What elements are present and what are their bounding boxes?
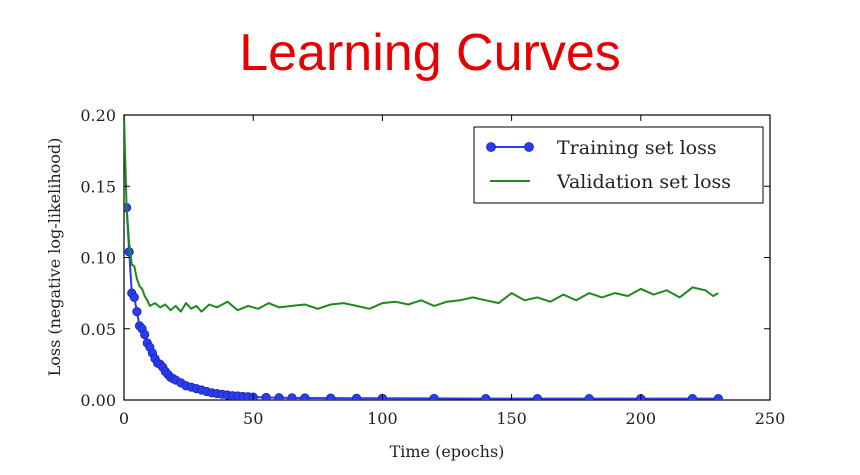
y-tick-label: 0.05: [80, 320, 116, 339]
x-tick-label: 200: [626, 409, 657, 428]
y-tick-label: 0.15: [80, 177, 116, 196]
data-point-training: [429, 393, 439, 400]
x-tick-label: 100: [367, 409, 398, 428]
legend-label-validation: Validation set loss: [556, 171, 731, 193]
data-point-training: [687, 393, 698, 400]
data-point-training: [351, 393, 362, 400]
legend: Training set loss Validation set loss: [473, 126, 764, 204]
series-line-validation: [124, 115, 719, 313]
x-tick-label: 150: [496, 409, 527, 428]
data-point-training: [713, 393, 723, 400]
legend-box: [473, 126, 764, 204]
legend-label-training: Training set loss: [557, 137, 717, 159]
y-tick-label: 0.00: [80, 391, 116, 410]
data-point-training: [300, 393, 310, 400]
series-layer: [124, 115, 723, 400]
data-point-training: [140, 329, 150, 340]
data-point-training: [287, 393, 297, 400]
data-point-training: [584, 393, 594, 400]
data-point-training: [132, 307, 142, 317]
ticks-layer: 0 50 100 150 200 250 0.00 0.05 0.10 0.15 0.20: [80, 106, 785, 428]
data-point-training: [481, 393, 491, 400]
x-axis-label: Time (epochs): [390, 442, 505, 461]
legend-marker-training-end: [524, 142, 534, 152]
data-point-training: [261, 392, 271, 400]
data-point-training: [129, 292, 139, 302]
x-tick-label: 250: [755, 409, 786, 428]
data-point-training: [326, 393, 336, 400]
x-tick-label: 0: [119, 409, 129, 428]
legend-marker-training-start: [486, 142, 496, 152]
slide-title: Learning Curves: [239, 24, 621, 82]
data-point-training: [274, 393, 284, 400]
data-point-training: [532, 393, 543, 400]
y-axis-label: Loss (negative log-likelihood): [45, 138, 64, 377]
y-tick-label: 0.20: [80, 106, 116, 125]
y-tick-label: 0.10: [80, 249, 116, 268]
x-tick-label: 50: [243, 409, 263, 428]
